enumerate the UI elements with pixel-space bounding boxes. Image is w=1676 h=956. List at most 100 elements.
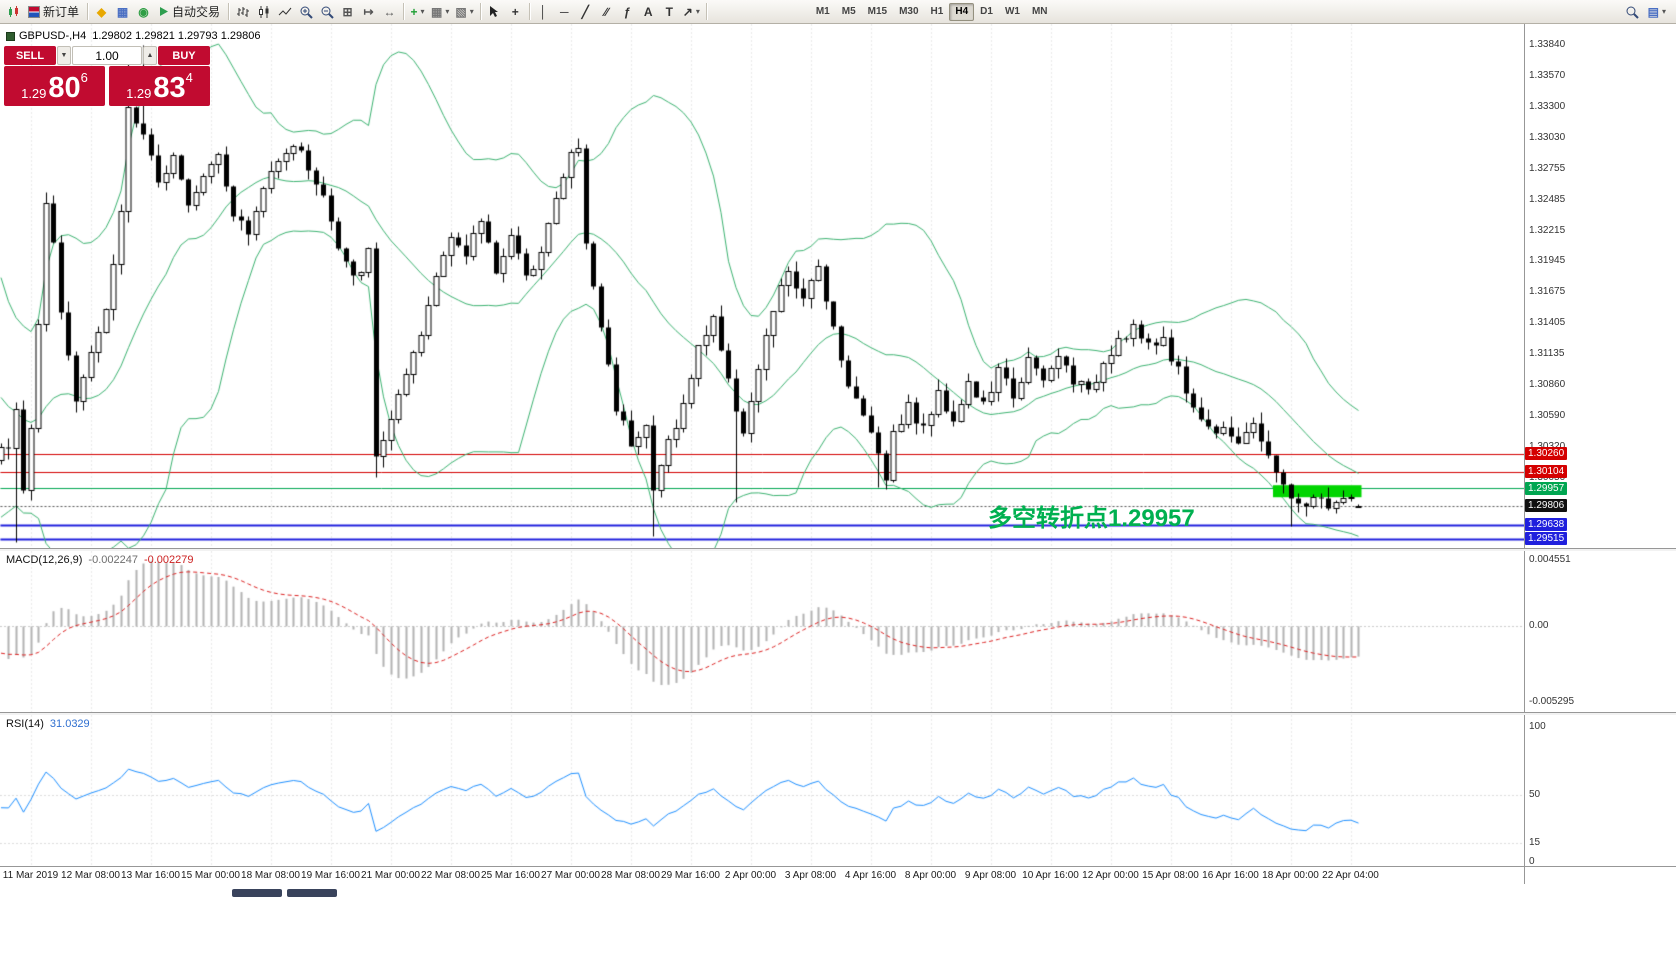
macd-name: MACD(12,26,9) bbox=[6, 554, 83, 566]
horizontal-line-icon: ─ bbox=[559, 4, 569, 19]
autotrading-play-icon bbox=[157, 5, 170, 18]
timeframe-w1-button[interactable]: W1 bbox=[1004, 6, 1020, 17]
taskbar-tab[interactable] bbox=[287, 889, 337, 897]
templates-button[interactable]: ▧ ▾ bbox=[452, 2, 476, 22]
search-icon bbox=[1625, 5, 1639, 19]
add-indicator-icon: + bbox=[410, 4, 418, 19]
time-axis-label: 3 Apr 08:00 bbox=[784, 870, 837, 881]
sell-price-pipette: 6 bbox=[80, 70, 88, 85]
chart-icon bbox=[6, 31, 15, 41]
rsi-pane-separator[interactable] bbox=[0, 712, 1676, 715]
rsi-axis[interactable]: 100 50 15 0 bbox=[1524, 715, 1676, 867]
auto-scroll-icon: ↦ bbox=[363, 4, 374, 19]
sell-price-display[interactable]: 1.29 80 6 bbox=[4, 66, 105, 106]
timeframe-h1-button[interactable]: H1 bbox=[930, 6, 944, 17]
price-chart-canvas[interactable] bbox=[0, 24, 1524, 548]
bar-chart-button[interactable] bbox=[232, 2, 253, 22]
chevron-down-icon: ▼ bbox=[60, 52, 68, 59]
timeframe-m15-button[interactable]: M15 bbox=[867, 6, 888, 17]
time-axis[interactable]: 11 Mar 2019 12 Mar 08:00 13 Mar 16:00 15 Ma… bbox=[0, 866, 1676, 885]
search-button[interactable] bbox=[1622, 2, 1643, 22]
price-axis-label: 1.32485 bbox=[1529, 193, 1566, 205]
metaeditor-button[interactable]: ◆ bbox=[91, 2, 112, 22]
price-level-badge: 1.29638 bbox=[1525, 518, 1568, 532]
macd-axis-zero-label: 0.00 bbox=[1529, 619, 1549, 631]
time-axis-label: 27 Mar 00:00 bbox=[541, 870, 600, 881]
macd-pane-separator[interactable] bbox=[0, 548, 1676, 551]
buy-price-pipette: 4 bbox=[185, 70, 193, 85]
sell-price-prefix: 1.29 bbox=[21, 85, 47, 101]
time-axis-label: 22 Apr 04:00 bbox=[1322, 870, 1379, 881]
vertical-line-button[interactable]: │ bbox=[533, 2, 554, 22]
timeframe-m5-button[interactable]: M5 bbox=[841, 6, 856, 17]
zoom-in-icon bbox=[299, 5, 313, 19]
price-axis-label: 1.30590 bbox=[1529, 410, 1566, 422]
time-axis-label: 12 Apr 00:00 bbox=[1082, 870, 1139, 881]
text-label-button[interactable]: T bbox=[659, 2, 680, 22]
horizontal-line-button[interactable]: ─ bbox=[554, 2, 575, 22]
volume-input[interactable] bbox=[72, 46, 142, 65]
buy-button[interactable]: BUY bbox=[158, 46, 210, 65]
zoom-out-button[interactable] bbox=[316, 2, 337, 22]
price-level-badge: 1.30260 bbox=[1525, 447, 1568, 461]
sell-button[interactable]: SELL bbox=[4, 46, 56, 65]
buy-price-display[interactable]: 1.29 83 4 bbox=[109, 66, 210, 106]
chart-shift-button[interactable]: ↔ bbox=[379, 2, 400, 22]
channel-icon: ∕∕ bbox=[604, 4, 609, 19]
chart-window-button[interactable]: ▤ ▾ bbox=[1645, 2, 1669, 22]
chart-window-icon: ▤ bbox=[1647, 4, 1659, 19]
periods-icon: ▦ bbox=[431, 4, 443, 19]
macd-indicator-label: MACD(12,26,9) -0.002247 -0.002279 bbox=[6, 554, 194, 566]
volume-up-spinner[interactable]: ▲ bbox=[143, 46, 157, 65]
indicators-button[interactable]: + ▾ bbox=[407, 2, 428, 22]
templates-icon: ▧ bbox=[455, 4, 467, 19]
macd-signal-value: -0.002279 bbox=[143, 554, 194, 566]
auto-scroll-button[interactable]: ↦ bbox=[358, 2, 379, 22]
rsi-value: 31.0329 bbox=[49, 718, 90, 730]
autotrading-button[interactable]: 自动交易 bbox=[154, 2, 225, 22]
app-icon bbox=[3, 2, 24, 22]
text-label-icon: T bbox=[665, 4, 673, 19]
timeframe-mn-button[interactable]: MN bbox=[1031, 6, 1048, 17]
timeframe-h4-button[interactable]: H4 bbox=[949, 2, 975, 21]
cursor-button[interactable] bbox=[484, 2, 505, 22]
line-chart-button[interactable] bbox=[274, 2, 295, 22]
time-axis-label: 15 Mar 00:00 bbox=[181, 870, 240, 881]
macd-axis[interactable]: 0.004551 0.00 -0.005295 bbox=[1524, 551, 1676, 712]
time-axis-border bbox=[0, 866, 1676, 867]
crosshair-button[interactable]: + bbox=[505, 2, 526, 22]
zoom-in-button[interactable] bbox=[295, 2, 316, 22]
text-button[interactable]: A bbox=[638, 2, 659, 22]
candlestick-chart-button[interactable] bbox=[253, 2, 274, 22]
price-axis-label: 1.33300 bbox=[1529, 100, 1566, 112]
volume-down-spinner[interactable]: ▼ bbox=[57, 46, 71, 65]
tile-windows-button[interactable]: ⊞ bbox=[337, 2, 358, 22]
text-icon: A bbox=[643, 4, 653, 19]
timeframe-m1-button[interactable]: M1 bbox=[815, 6, 830, 17]
chevron-down-icon: ▾ bbox=[445, 7, 450, 16]
periods-button[interactable]: ▦ ▾ bbox=[428, 2, 452, 22]
arrows-button[interactable]: ↗ ▾ bbox=[680, 2, 703, 22]
timeframe-m30-button[interactable]: M30 bbox=[899, 6, 919, 17]
price-axis-label: 1.31675 bbox=[1529, 286, 1566, 298]
navigator-button[interactable]: ◉ bbox=[133, 2, 154, 22]
app-chart-icon bbox=[7, 5, 21, 19]
new-order-button[interactable]: 新订单 bbox=[24, 2, 84, 22]
price-level-badge: 1.29515 bbox=[1525, 532, 1568, 546]
market-watch-button[interactable]: ▦ bbox=[112, 2, 133, 22]
autotrading-button-label: 自动交易 bbox=[172, 5, 221, 19]
time-axis-label: 18 Mar 08:00 bbox=[241, 870, 300, 881]
time-axis-label: 18 Apr 00:00 bbox=[1262, 870, 1319, 881]
price-axis[interactable]: 1.33840 1.33570 1.33300 1.33030 1.32755 1.324… bbox=[1524, 24, 1676, 548]
macd-pane-canvas[interactable] bbox=[0, 551, 1524, 712]
trendline-button[interactable]: ╱ bbox=[575, 2, 596, 22]
rsi-pane-canvas[interactable] bbox=[0, 715, 1524, 866]
fibonacci-button[interactable]: ƒ bbox=[617, 2, 638, 22]
tile-windows-icon: ⊞ bbox=[342, 4, 353, 19]
taskbar-tab[interactable] bbox=[232, 889, 282, 897]
vertical-line-icon: │ bbox=[539, 4, 548, 19]
timeframe-d1-button[interactable]: D1 bbox=[980, 6, 993, 17]
time-axis-label: 19 Mar 16:00 bbox=[301, 870, 360, 881]
channel-button[interactable]: ∕∕ bbox=[596, 2, 617, 22]
